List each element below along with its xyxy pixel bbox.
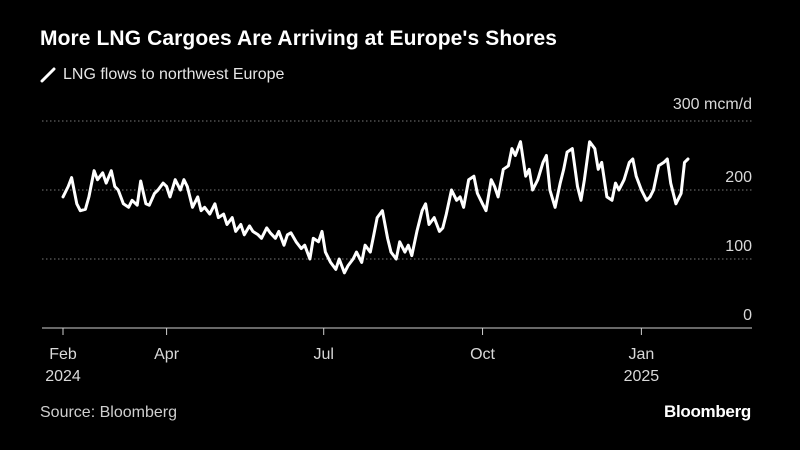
tick-label-layer: 0 100 200 300 mcm/d Feb 2024 Apr Jul Oct Jan 2025 — [45, 96, 752, 385]
source-note: Source: Bloomberg — [40, 404, 177, 421]
y-tick-label-300: 300 mcm/d — [673, 96, 752, 113]
bloomberg-logo: Bloomberg — [663, 402, 751, 421]
series-layer — [61, 140, 690, 275]
y-tick-label-0: 0 — [743, 307, 752, 324]
x-tick-year-2024: 2024 — [45, 368, 81, 385]
y-tick-label-100: 100 — [725, 238, 752, 255]
x-tick-label-jul: Jul — [313, 346, 333, 363]
y-tick-label-200: 200 — [725, 169, 752, 186]
legend-line-icon — [40, 67, 56, 83]
x-tick-year-2025: 2025 — [624, 368, 660, 385]
legend-label: LNG flows to northwest Europe — [63, 66, 285, 83]
grid-layer — [42, 120, 752, 260]
series-line-0 — [61, 140, 690, 275]
x-tick-label-apr: Apr — [154, 346, 180, 363]
x-tick-label-oct: Oct — [470, 346, 495, 363]
x-tick-label-jan: Jan — [628, 346, 654, 363]
chart-title: More LNG Cargoes Are Arriving at Europe'… — [40, 27, 558, 50]
axis-layer — [42, 327, 752, 335]
x-tick-label-feb: Feb — [49, 346, 77, 363]
legend: LNG flows to northwest Europe — [40, 64, 284, 86]
